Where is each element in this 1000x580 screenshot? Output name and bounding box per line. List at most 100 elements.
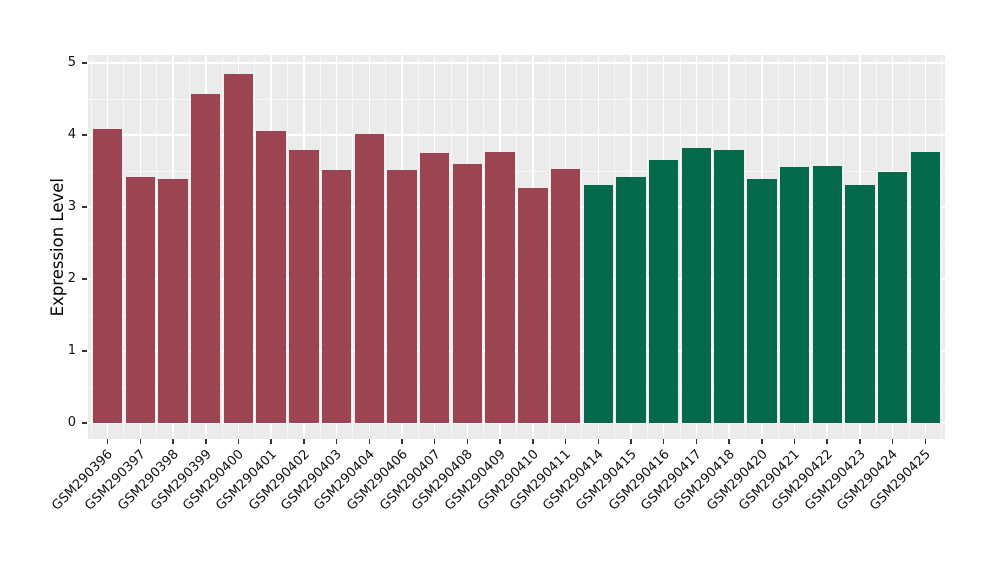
gridline-minor-v — [123, 55, 125, 439]
gridline-minor-v — [581, 55, 583, 439]
gridline-minor-v — [254, 55, 256, 439]
gridline-minor-v — [744, 55, 746, 439]
y-tick-mark — [82, 62, 87, 64]
bar-GSM290406 — [387, 169, 417, 423]
gridline-minor-v — [319, 55, 321, 439]
bar-GSM290398 — [158, 178, 188, 423]
y-tick-mark — [82, 134, 87, 136]
gridline-minor-v — [221, 55, 223, 439]
bar-GSM290417 — [681, 147, 712, 423]
x-tick-mark — [859, 439, 861, 444]
bar-GSM290418 — [714, 150, 744, 423]
x-tick-mark — [466, 439, 469, 444]
x-tick-label-text: GSM290416 — [605, 447, 673, 514]
y-tick-mark — [82, 278, 87, 280]
bar-GSM290402 — [289, 150, 319, 423]
x-tick-mark — [335, 439, 338, 444]
bar-GSM290422 — [812, 165, 842, 423]
gridline-minor-v — [875, 55, 877, 439]
x-tick-label-text: GSM290404 — [311, 447, 378, 514]
bar-GSM290411 — [550, 168, 581, 423]
x-tick-mark — [303, 439, 305, 444]
chart-panel — [88, 55, 945, 439]
x-tick-label-text: GSM290399 — [147, 447, 215, 514]
gridline-minor-v — [679, 55, 681, 439]
bar-GSM290407 — [420, 153, 450, 423]
x-tick-mark — [532, 439, 534, 444]
bar-GSM290409 — [485, 152, 515, 423]
gridline-minor-v — [90, 55, 92, 439]
x-tick-label-text: GSM290418 — [671, 447, 738, 514]
bar-GSM290401 — [256, 130, 286, 423]
bar-GSM290400 — [223, 73, 254, 423]
x-tick-label-text: GSM290420 — [703, 447, 771, 514]
gridline-minor-v — [450, 55, 452, 439]
bar-GSM290396 — [92, 128, 123, 423]
x-tick-label-text: GSM290400 — [180, 447, 248, 514]
bar-GSM290404 — [354, 133, 385, 423]
gridline-minor-v — [843, 55, 845, 439]
x-tick-mark — [695, 439, 698, 444]
x-tick-label-text: GSM290421 — [736, 447, 804, 514]
bar-GSM290399 — [191, 93, 221, 423]
x-tick-mark — [630, 439, 632, 444]
bar-GSM290421 — [779, 166, 810, 423]
x-tick-label-text: GSM290425 — [867, 447, 934, 514]
gridline-minor-v — [352, 55, 354, 439]
gridline-minor-v — [941, 55, 943, 439]
x-tick-mark — [826, 439, 828, 444]
gridline-minor-v — [287, 55, 289, 439]
x-tick-mark — [106, 439, 109, 444]
x-tick-mark — [662, 439, 665, 444]
x-tick-mark — [270, 439, 272, 444]
gridline-minor-v — [810, 55, 812, 439]
gridline-minor-v — [777, 55, 779, 439]
x-tick-label-text: GSM290414 — [540, 447, 607, 514]
x-tick-label-text: GSM290410 — [474, 447, 542, 514]
y-tick-mark — [82, 206, 87, 208]
x-tick-mark — [564, 439, 567, 444]
x-tick-label-text: GSM290411 — [507, 447, 575, 514]
bar-GSM290423 — [845, 184, 875, 423]
x-tick-label-text: GSM290401 — [213, 447, 280, 514]
x-tick-mark — [368, 439, 371, 444]
x-tick-label-text: GSM290409 — [442, 447, 509, 514]
bar-GSM290415 — [616, 177, 646, 423]
bar-GSM290397 — [125, 176, 156, 423]
bar-GSM290425 — [910, 152, 941, 423]
x-tick-label-text: GSM290408 — [409, 447, 477, 514]
x-tick-label-text: GSM290423 — [801, 447, 869, 514]
x-tick-mark — [401, 439, 403, 444]
gridline-minor-v — [156, 55, 158, 439]
x-tick-label-text: GSM290398 — [115, 447, 182, 514]
x-tick-label-text: GSM290415 — [573, 447, 640, 514]
x-tick-mark — [139, 439, 142, 444]
x-tick-label-text: GSM290396 — [49, 447, 117, 514]
bar-GSM290424 — [877, 172, 908, 423]
bar-GSM290410 — [518, 188, 548, 423]
x-tick-mark — [761, 439, 763, 444]
y-axis-title: Expression Level — [46, 55, 68, 439]
x-tick-mark — [237, 439, 240, 444]
x-tick-mark — [597, 439, 600, 444]
gridline-minor-v — [483, 55, 485, 439]
x-tick-mark — [891, 439, 894, 444]
bar-GSM290414 — [583, 185, 613, 423]
gridline-minor-v — [646, 55, 648, 439]
y-tick-mark — [82, 350, 87, 352]
x-tick-mark — [433, 439, 436, 444]
x-tick-label-text: GSM290403 — [278, 447, 346, 514]
x-tick-label-text: GSM290424 — [834, 447, 902, 514]
gridline-minor-v — [614, 55, 616, 439]
gridline-minor-v — [417, 55, 419, 439]
x-tick-mark — [924, 439, 927, 444]
x-tick-mark — [499, 439, 501, 444]
x-tick-mark — [172, 439, 174, 444]
gridline-minor-v — [385, 55, 387, 439]
x-tick-label-text: GSM290407 — [376, 447, 444, 514]
x-tick-label-text: GSM290397 — [82, 447, 149, 514]
gridline-minor-v — [908, 55, 910, 439]
x-tick-label-text: GSM290417 — [638, 447, 705, 514]
y-axis-title-text: Expression Level — [47, 177, 67, 317]
